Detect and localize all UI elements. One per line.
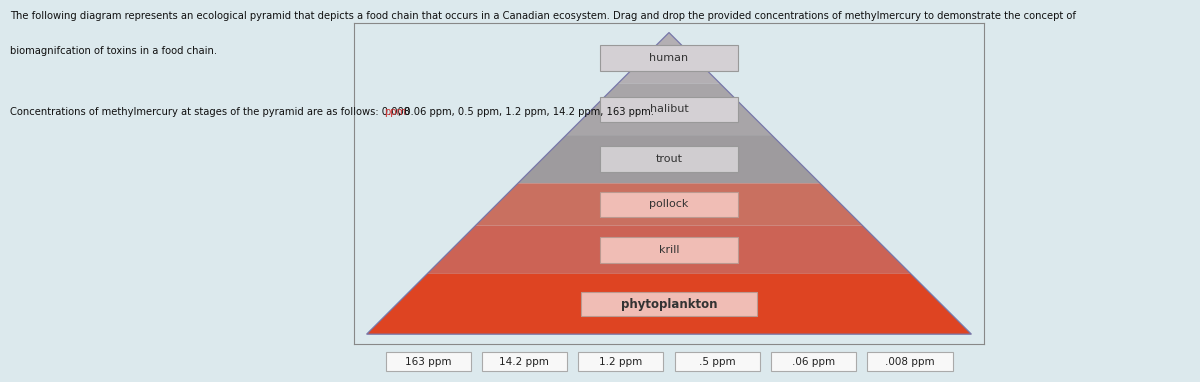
Text: krill: krill [659,245,679,255]
FancyBboxPatch shape [482,352,566,371]
FancyBboxPatch shape [385,352,470,371]
Text: phytoplankton: phytoplankton [620,298,718,311]
FancyBboxPatch shape [674,352,760,371]
Polygon shape [518,135,821,183]
Text: pollock: pollock [649,199,689,209]
Text: .06 ppm: .06 ppm [792,357,835,367]
Text: human: human [649,53,689,63]
Polygon shape [618,32,720,84]
Text: The following diagram represents an ecological pyramid that depicts a food chain: The following diagram represents an ecol… [10,11,1075,21]
Polygon shape [427,226,911,274]
Text: Concentrations of methylmercury at stages of the pyramid are as follows: 0.008: Concentrations of methylmercury at stage… [10,107,413,117]
FancyBboxPatch shape [578,352,664,371]
Text: , 0.06 ppm, 0.5 ppm, 1.2 ppm, 14.2 ppm, 163 ppm.: , 0.06 ppm, 0.5 ppm, 1.2 ppm, 14.2 ppm, … [398,107,654,117]
Text: 163 ppm: 163 ppm [404,357,451,367]
Polygon shape [367,274,972,334]
Polygon shape [566,84,772,135]
FancyBboxPatch shape [600,192,738,217]
FancyBboxPatch shape [868,352,953,371]
Text: halibut: halibut [649,104,689,115]
FancyBboxPatch shape [772,352,856,371]
FancyBboxPatch shape [581,292,757,316]
FancyBboxPatch shape [600,237,738,262]
Polygon shape [475,183,863,226]
Text: 1.2 ppm: 1.2 ppm [599,357,642,367]
Text: 14.2 ppm: 14.2 ppm [499,357,550,367]
Text: .5 ppm: .5 ppm [698,357,736,367]
FancyBboxPatch shape [600,146,738,172]
FancyBboxPatch shape [600,45,738,71]
FancyBboxPatch shape [600,97,738,122]
Text: trout: trout [655,154,683,164]
Text: ppm: ppm [384,107,406,117]
Text: .008 ppm: .008 ppm [886,357,935,367]
Text: biomagnifcation of toxins in a food chain.: biomagnifcation of toxins in a food chai… [10,46,217,56]
